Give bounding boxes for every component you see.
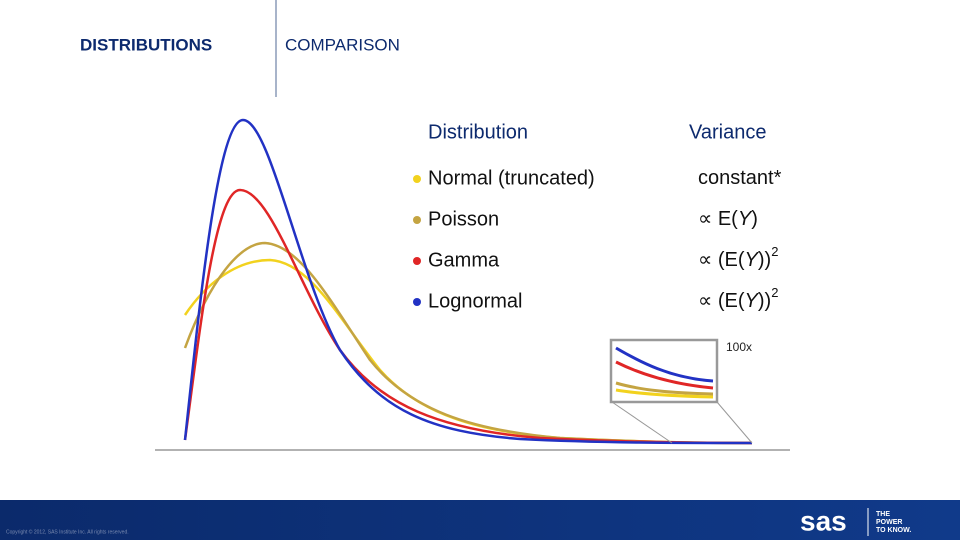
variance-part: constant* bbox=[698, 167, 782, 189]
bullet bbox=[413, 216, 421, 224]
variance-part: ) bbox=[751, 208, 758, 230]
rows: Normal (truncated) constant*Poisson ∝ E(Y)… bbox=[413, 167, 782, 312]
distribution-name: Gamma bbox=[428, 249, 500, 271]
variance-part: Y bbox=[745, 249, 760, 271]
column-header: Distribution bbox=[428, 121, 528, 143]
copyright: Copyright © 2012, SAS Institute Inc. All… bbox=[6, 528, 129, 535]
variance-part: ∝ (E( bbox=[698, 290, 745, 312]
variance-part: Y bbox=[738, 208, 753, 230]
variance: ∝ (E(Y))2 bbox=[698, 285, 778, 312]
variance-part: )) bbox=[758, 290, 771, 312]
variance: constant* bbox=[698, 167, 782, 189]
bullet bbox=[413, 298, 421, 306]
inset-label: 100x bbox=[726, 340, 752, 354]
blue-curve bbox=[183, 118, 753, 445]
inset-curves bbox=[615, 346, 714, 399]
curves bbox=[183, 118, 753, 445]
distribution-name: Normal (truncated) bbox=[428, 167, 595, 189]
variance-exponent: 2 bbox=[771, 244, 778, 259]
variance: ∝ (E(Y))2 bbox=[698, 244, 778, 271]
variance-part: ∝ (E( bbox=[698, 249, 745, 271]
zoom-line bbox=[611, 401, 673, 444]
variance-part: Y bbox=[745, 290, 760, 312]
variance-exponent: 2 bbox=[771, 285, 778, 300]
footer-bar bbox=[0, 500, 960, 540]
variance-part: )) bbox=[758, 249, 771, 271]
slide-subtitle: COMPARISON bbox=[285, 35, 400, 54]
tagline: TO KNOW. bbox=[876, 527, 911, 534]
logo: sas bbox=[800, 505, 847, 536]
column-header: Variance bbox=[689, 121, 766, 143]
bullet bbox=[413, 257, 421, 265]
bullet bbox=[413, 175, 421, 183]
tagline: THE bbox=[876, 511, 890, 518]
distribution-name: Lognormal bbox=[428, 290, 523, 312]
zoom-line bbox=[716, 401, 753, 444]
slide-title: DISTRIBUTIONS bbox=[80, 35, 212, 54]
variance-part: ∝ E( bbox=[698, 208, 738, 230]
tagline: POWER bbox=[876, 519, 902, 526]
distribution-name: Poisson bbox=[428, 208, 499, 230]
variance: ∝ E(Y) bbox=[698, 208, 758, 230]
